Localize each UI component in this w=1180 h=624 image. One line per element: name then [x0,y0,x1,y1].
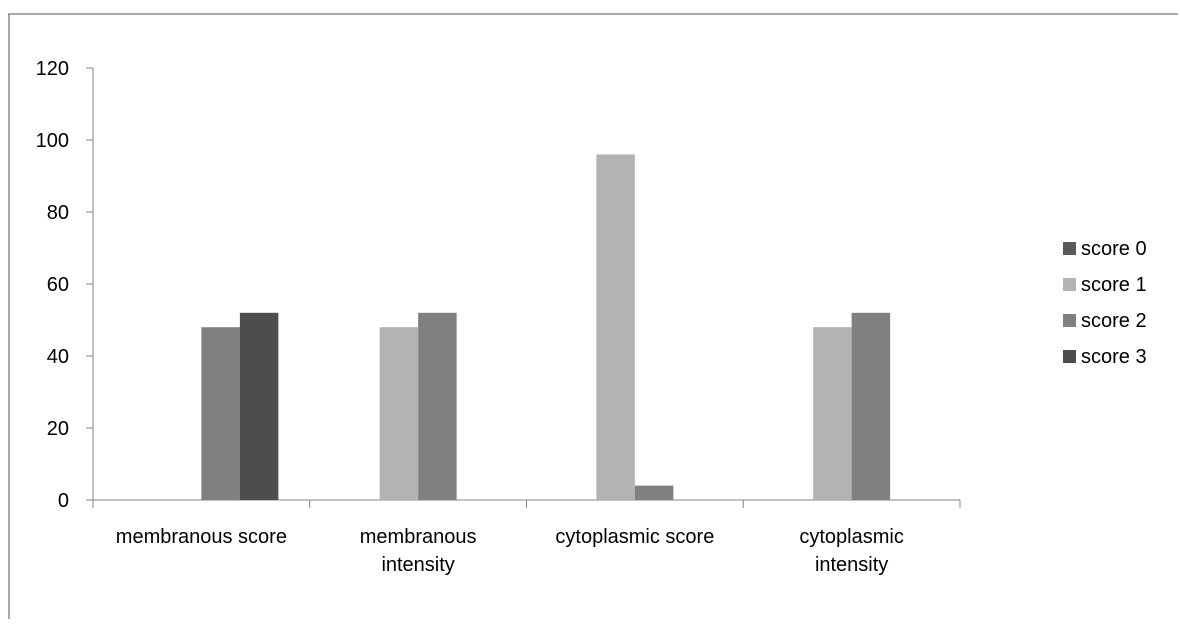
legend-label: score 1 [1081,274,1147,296]
legend-swatch [1063,242,1076,255]
y-tick-label: 80 [47,202,69,224]
y-tick-label: 0 [58,490,69,512]
y-tick-label: 120 [36,58,69,80]
bar-score-2-3 [851,312,891,500]
x-tick-label: intensity [381,554,454,576]
legend-label: score 0 [1081,238,1147,260]
bar-score-2-2 [634,485,674,500]
legend-swatch [1063,350,1076,363]
x-tick-label: membranous score [116,526,287,548]
legend-label: score 2 [1081,310,1147,332]
bars [201,154,891,500]
y-tick-label: 100 [36,130,69,152]
legend-label: score 3 [1081,346,1147,368]
x-tick-label: cytoplasmic [799,526,903,548]
bar-score-1-1 [379,327,419,500]
x-tick-label: membranous [360,526,477,548]
bar-score-3-0 [239,312,279,500]
bar-score-2-0 [201,327,240,500]
y-tick-label: 40 [47,346,69,368]
chart-border [8,13,1178,619]
x-tick-labels: membranous score membranous intensity cytop… [116,526,904,576]
y-tick-label: 20 [47,418,69,440]
x-tick-label: cytoplasmic score [555,526,714,548]
y-tick-label: 60 [47,274,69,296]
legend-swatch [1063,278,1076,291]
legend-swatch [1063,314,1076,327]
bar-score-1-2 [596,154,635,500]
legend: score 0 score 1 score 2 score 3 [1063,238,1147,368]
bar-score-2-1 [418,312,457,500]
y-tick-labels: 0 20 40 60 80 100 120 [36,58,69,512]
bar-score-1-3 [813,327,852,500]
x-tick-label: intensity [815,554,888,576]
